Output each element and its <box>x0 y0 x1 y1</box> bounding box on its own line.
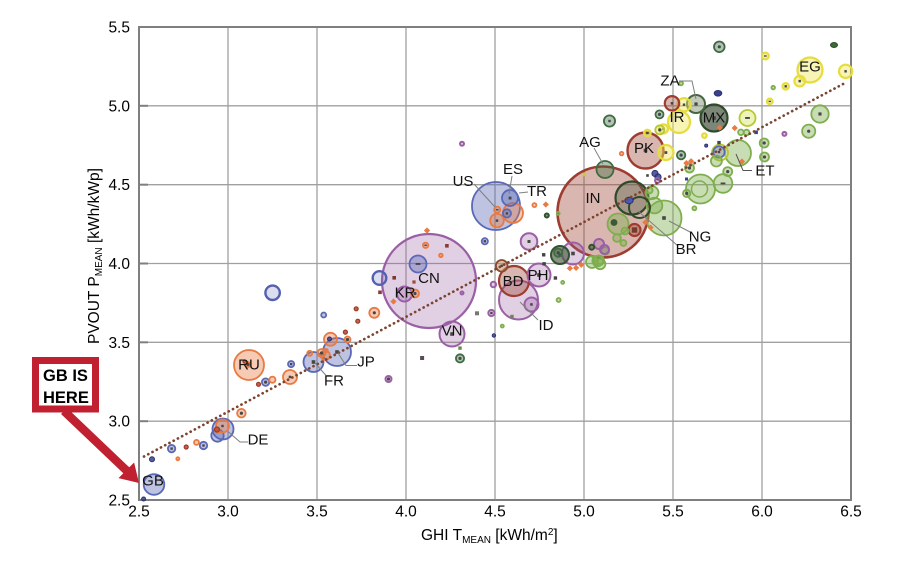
svg-text:IN: IN <box>586 190 601 207</box>
svg-text:AG: AG <box>579 134 601 151</box>
svg-text:MX: MX <box>703 110 726 127</box>
svg-text:6.5: 6.5 <box>840 504 862 521</box>
svg-text:5.0: 5.0 <box>108 98 130 115</box>
svg-text:4.0: 4.0 <box>395 504 417 521</box>
svg-text:3.5: 3.5 <box>108 335 130 352</box>
svg-text:4.5: 4.5 <box>484 504 506 521</box>
svg-text:FR: FR <box>324 373 344 390</box>
svg-text:HERE: HERE <box>43 389 89 407</box>
svg-text:4.0: 4.0 <box>108 256 130 273</box>
svg-text:4.5: 4.5 <box>108 177 130 194</box>
svg-text:NG: NG <box>689 229 712 246</box>
svg-text:2.5: 2.5 <box>128 504 150 521</box>
svg-text:CN: CN <box>418 270 440 287</box>
svg-text:RU: RU <box>238 357 260 374</box>
svg-text:5.0: 5.0 <box>573 504 595 521</box>
svg-text:GB: GB <box>142 473 164 490</box>
svg-text:KR: KR <box>395 285 416 302</box>
svg-text:6.0: 6.0 <box>751 504 773 521</box>
svg-text:DE: DE <box>248 432 269 449</box>
svg-text:3.0: 3.0 <box>217 504 239 521</box>
svg-text:PK: PK <box>634 140 654 157</box>
svg-text:GHI TMEAN [kWh/m2]: GHI TMEAN [kWh/m2] <box>421 527 558 546</box>
svg-text:VN: VN <box>442 323 463 340</box>
svg-text:BR: BR <box>676 241 697 258</box>
svg-text:ID: ID <box>539 317 554 334</box>
svg-text:ET: ET <box>755 163 774 180</box>
svg-text:ES: ES <box>503 161 523 178</box>
svg-text:EG: EG <box>799 59 821 76</box>
svg-text:JP: JP <box>357 354 375 371</box>
svg-text:BD: BD <box>503 273 524 290</box>
svg-text:IR: IR <box>670 109 685 126</box>
svg-text:PVOUT PMEAN [kWh/kWp]: PVOUT PMEAN [kWh/kWp] <box>86 168 105 344</box>
svg-text:US: US <box>453 173 474 190</box>
svg-text:5.5: 5.5 <box>662 504 684 521</box>
svg-text:GB IS: GB IS <box>43 367 88 385</box>
svg-text:3.0: 3.0 <box>108 414 130 431</box>
svg-text:2.5: 2.5 <box>108 493 130 510</box>
svg-text:5.5: 5.5 <box>108 20 130 37</box>
svg-text:TR: TR <box>527 183 547 200</box>
svg-text:ZA: ZA <box>660 73 679 90</box>
svg-text:PH: PH <box>528 267 549 284</box>
svg-text:3.5: 3.5 <box>306 504 328 521</box>
